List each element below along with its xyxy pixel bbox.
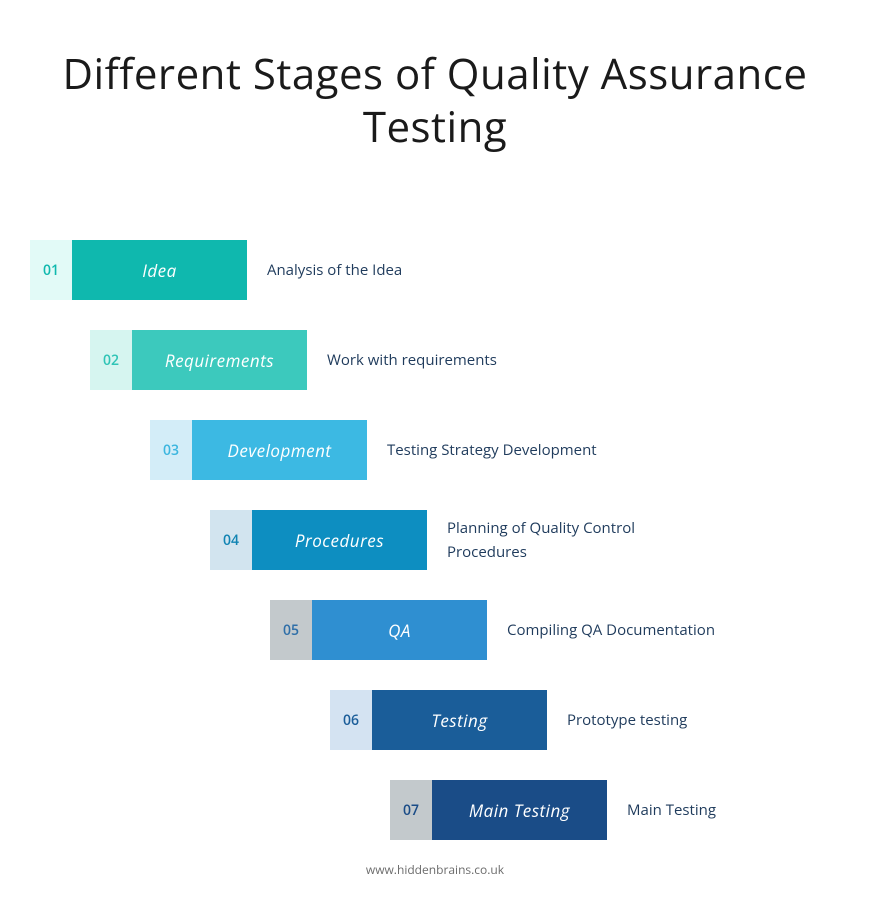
stage-number: 02 [90, 330, 132, 390]
stage-number: 07 [390, 780, 432, 840]
stage-number: 03 [150, 420, 192, 480]
stage-description: Planning of Quality Control Procedures [447, 516, 677, 564]
stage-row: 04Procedures Planning of Quality Control … [0, 510, 870, 570]
stage-description: Main Testing [627, 798, 716, 822]
stage-description: Prototype testing [567, 708, 687, 732]
stage-label: Idea [72, 240, 247, 300]
stage-row: 06Testing Prototype testing [0, 690, 870, 750]
stages-container: 01Idea Analysis of the Idea 02Requirements… [0, 240, 870, 870]
stage-label: Procedures [252, 510, 427, 570]
stage-number: 01 [30, 240, 72, 300]
stage-description: Testing Strategy Development [387, 438, 597, 462]
stage-description: Work with requirements [327, 348, 497, 372]
stage-description: Analysis of the Idea [267, 258, 402, 282]
stage-number: 04 [210, 510, 252, 570]
footer-url: www.hiddenbrains.co.uk [0, 861, 870, 878]
stage-label: Development [192, 420, 367, 480]
stage-label: Testing [372, 690, 547, 750]
stage-row: 05QA Compiling QA Documentation [0, 600, 870, 660]
stage-row: 02Requirements Work with requirements [0, 330, 870, 390]
stage-number: 06 [330, 690, 372, 750]
stage-label: QA [312, 600, 487, 660]
page-title: Different Stages of Quality Assurance Te… [0, 0, 870, 153]
stage-row: 03Development Testing Strategy Developmen… [0, 420, 870, 480]
stage-number: 05 [270, 600, 312, 660]
stage-row: 07Main TestingMain Testing [0, 780, 870, 840]
stage-label: Requirements [132, 330, 307, 390]
stage-description: Compiling QA Documentation [507, 618, 715, 642]
stage-label: Main Testing [432, 780, 607, 840]
stage-row: 01Idea Analysis of the Idea [0, 240, 870, 300]
